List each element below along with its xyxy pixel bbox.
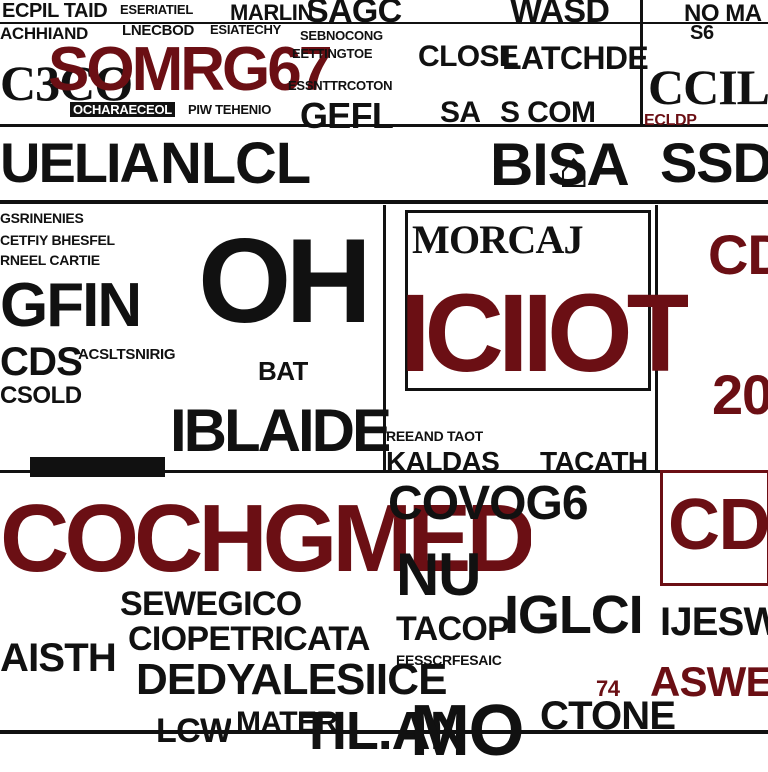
label: ACSLTSNIRIG	[78, 346, 176, 363]
headline: GEFL	[300, 95, 394, 136]
label: S6	[690, 22, 714, 44]
label: PIW TEHENIO	[188, 102, 272, 117]
headline: KALDAS	[386, 446, 500, 477]
headline: BAT	[258, 356, 308, 386]
headline: OH	[198, 214, 366, 348]
label: GSRINENIES	[0, 210, 84, 226]
label: LNECBOD	[122, 22, 195, 39]
headline: CSOLD	[0, 382, 82, 409]
headline: DEDYALESIICE	[136, 655, 447, 704]
headline: COCHGMED	[0, 485, 531, 592]
label: ECLDP	[644, 112, 697, 129]
headline: CIOPETRICATA	[128, 620, 370, 658]
headline: MARLIN	[230, 0, 313, 25]
label: EETTINGTOE	[292, 46, 373, 61]
label: OCHARAECEOL	[70, 102, 175, 117]
headline: AISTH	[0, 636, 117, 680]
headline: MO	[410, 691, 524, 771]
headline: TACOP	[396, 610, 510, 648]
headline: CDL	[708, 223, 768, 286]
headline: S COM	[500, 96, 596, 129]
headline: CLOSE	[418, 40, 519, 73]
divider	[0, 470, 768, 473]
headline: MORCAJ	[412, 217, 583, 262]
headline: MATER	[236, 706, 338, 739]
headline: IBLAIDE	[170, 397, 389, 464]
divider	[0, 200, 768, 204]
headline: SSD	[660, 131, 768, 194]
headline: CDS	[0, 340, 83, 384]
headline: LATCHDE	[502, 40, 649, 76]
house-icon: ⌂	[558, 141, 590, 199]
headline: ECPIL TAID	[2, 0, 108, 22]
divider	[655, 205, 658, 470]
label: CETFIY BHESFEL	[0, 232, 115, 248]
headline: ACHHIAND	[0, 24, 88, 43]
headline: SAGC	[306, 0, 402, 30]
headline: WASD	[510, 0, 610, 30]
headline: C3CO	[0, 55, 133, 111]
headline: SOMRG67	[48, 35, 331, 104]
headline: CCIL	[648, 59, 768, 115]
headline: 204	[712, 363, 768, 426]
headline: NU	[396, 541, 481, 608]
label: SEBNOCONG	[300, 28, 383, 43]
headline: TIL.AN	[300, 701, 468, 761]
label: ESSNTTRCOTON	[288, 78, 393, 93]
headline: IJESW	[660, 600, 768, 644]
label: EESSCRFESAIC	[396, 652, 502, 668]
label: ESIATECHY	[210, 22, 282, 37]
headline: TACATH	[540, 446, 648, 477]
headline: BISA	[490, 131, 629, 198]
headline: ICIIOT	[400, 272, 688, 395]
headline: CDL	[668, 485, 768, 565]
divider	[0, 22, 768, 24]
headline: UELIA	[0, 131, 158, 194]
headline: NLCL	[160, 131, 310, 196]
headline: COVOG6	[388, 477, 588, 530]
divider	[640, 0, 643, 125]
headline: 74	[596, 676, 620, 701]
headline: SEWEGICO	[120, 585, 302, 623]
headline: NO MA	[684, 0, 762, 27]
headline: ASWEI	[650, 658, 768, 705]
headline: CTONE	[540, 694, 676, 738]
black-bar	[30, 457, 165, 477]
label: REEAND TAOT	[386, 428, 483, 444]
divider	[383, 205, 386, 470]
label: ESERIATIEL	[120, 2, 194, 17]
headline: GFIN	[0, 271, 141, 340]
label: RNEEL CARTIE	[0, 252, 100, 268]
headline: SA	[440, 96, 481, 129]
headline: LCW	[156, 712, 232, 750]
frame-box	[405, 210, 651, 391]
divider	[0, 124, 768, 127]
black-bar	[0, 730, 768, 734]
headline: IGLCI	[504, 585, 643, 645]
